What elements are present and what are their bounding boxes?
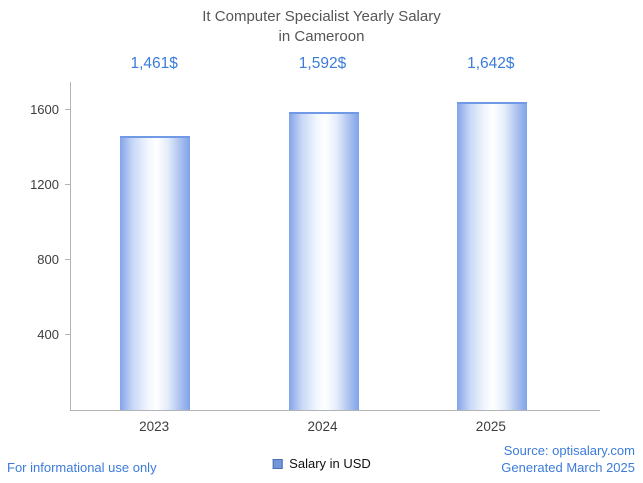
plot-area: 400 800 1200 1600 <box>30 82 576 411</box>
source-link[interactable]: Source: optisalary.com <box>503 442 635 458</box>
y-axis-tick-label-1600: 1600 <box>30 102 59 118</box>
bar-value-label-2024: 1,592$ <box>298 55 347 72</box>
informational-note: For informational use only <box>7 460 157 475</box>
source-block: Source: optisalary.com Generated March 2… <box>501 442 635 477</box>
y-axis-tick-label-1200: 1200 <box>30 177 59 193</box>
y-axis-tick-1600: 1600 <box>30 102 71 117</box>
legend[interactable]: Salary in USD <box>272 456 371 471</box>
x-axis-labels-row: 2023 2024 2025 <box>70 419 575 437</box>
y-axis-tick-800: 800 <box>37 252 71 267</box>
bar-2024[interactable] <box>288 111 359 410</box>
y-axis-tick-1200: 1200 <box>30 177 71 192</box>
legend-marker-icon <box>272 458 283 469</box>
bar-2025[interactable] <box>456 102 527 410</box>
chart-title-line1: It Computer Specialist Yearly Salary <box>202 8 441 25</box>
x-axis-label-2024: 2024 <box>307 419 338 434</box>
chart-title: It Computer Specialist Yearly Salary in … <box>0 7 643 46</box>
bar-value-labels-row: 1,461$ 1,592$ 1,642$ <box>70 55 575 75</box>
bar-value-label-2023: 1,461$ <box>130 55 178 72</box>
y-axis-tick-label-400: 400 <box>37 327 59 343</box>
bar-2023[interactable] <box>120 136 191 410</box>
x-axis-label-2023: 2023 <box>139 419 170 434</box>
x-axis-extension <box>575 410 600 411</box>
x-axis-label-2025: 2025 <box>475 419 506 434</box>
generated-date: Generated March 2025 <box>501 460 635 476</box>
bar-value-label-2025: 1,642$ <box>467 55 515 72</box>
y-axis-tick-label-800: 800 <box>37 252 59 268</box>
y-axis-tick-400: 400 <box>37 327 71 342</box>
chart-title-line2: in Cameroon <box>278 27 365 45</box>
legend-label: Salary in USD <box>289 456 371 471</box>
